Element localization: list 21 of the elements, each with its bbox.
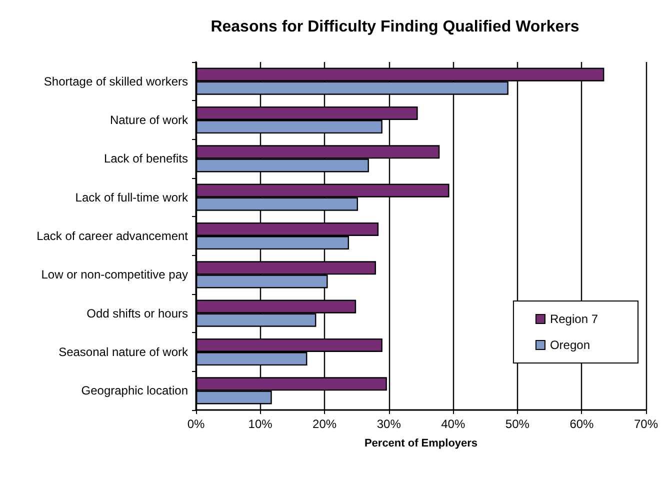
x-tick-label: 60% <box>570 417 594 431</box>
x-axis-title: Percent of Employers <box>364 438 478 450</box>
legend-label: Oregon <box>550 338 590 352</box>
chart-title: Reasons for Difficulty Finding Qualified Workers <box>210 18 580 36</box>
y-tick-label: Shortage of skilled workers <box>44 74 188 88</box>
y-tick-label: Low or non-competitive pay <box>41 268 188 282</box>
y-tick-label: Lack of career advancement <box>36 229 189 243</box>
x-tick-label: 70% <box>634 417 658 431</box>
x-tick-label: 50% <box>505 417 530 431</box>
y-tick-label: Lack of full-time work <box>75 190 189 204</box>
y-tick-label: Odd shifts or hours <box>86 306 188 320</box>
legend-label: Region 7 <box>550 312 598 326</box>
x-tick-label: 40% <box>441 417 466 431</box>
y-tick-label: Lack of benefits <box>104 152 188 166</box>
x-tick-label: 30% <box>376 417 402 431</box>
y-tick-label: Seasonal nature of work <box>58 345 189 359</box>
x-tick-label: 10% <box>248 417 273 431</box>
x-tick-label: 0% <box>187 417 205 431</box>
y-tick-label: Geographic location <box>81 384 188 398</box>
y-tick-label: Nature of work <box>110 113 189 127</box>
x-tick-label: 20% <box>312 417 337 431</box>
